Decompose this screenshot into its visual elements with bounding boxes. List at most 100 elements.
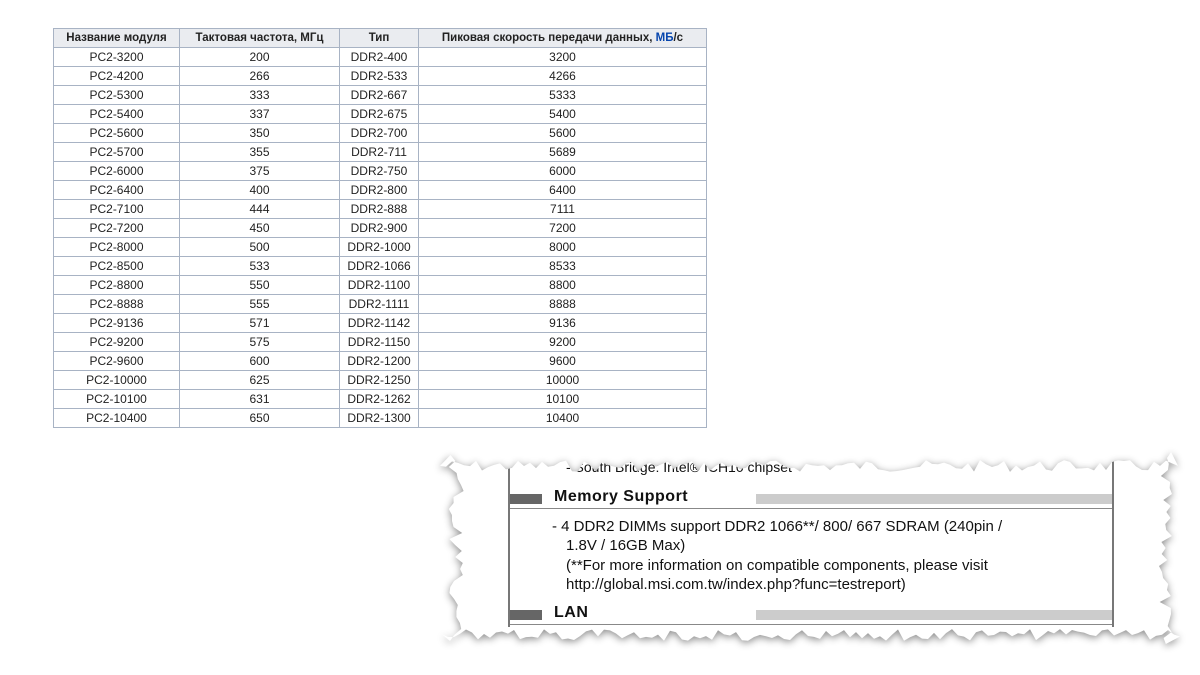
cell-type: DDR2-1150 bbox=[339, 332, 419, 352]
cell-type: DDR2-800 bbox=[339, 180, 419, 200]
section-bar-dark bbox=[510, 494, 542, 504]
cell-peak-rate: 8800 bbox=[418, 275, 707, 295]
south-bridge-text: - South Bridge: Intel® ICH10 chipset bbox=[566, 459, 792, 475]
table-row: PC2-5700 355 DDR2-711 5689 bbox=[53, 142, 707, 162]
table-row: PC2-10400 650 DDR2-1300 10400 bbox=[53, 408, 707, 428]
cell-clock-frequency: 500 bbox=[179, 237, 340, 257]
cell-clock-frequency: 266 bbox=[179, 66, 340, 86]
table-row: PC2-8000 500 DDR2-1000 8000 bbox=[53, 237, 707, 257]
cell-clock-frequency: 650 bbox=[179, 408, 340, 428]
mb-link[interactable]: МБ bbox=[655, 32, 674, 44]
table-row: PC2-9600 600 DDR2-1200 9600 bbox=[53, 351, 707, 371]
table-row: PC2-5400 337 DDR2-675 5400 bbox=[53, 104, 707, 124]
cell-type: DDR2-533 bbox=[339, 66, 419, 86]
cell-clock-frequency: 571 bbox=[179, 313, 340, 333]
cell-type: DDR2-1100 bbox=[339, 275, 419, 295]
cell-peak-rate: 10100 bbox=[418, 389, 707, 409]
table-row: PC2-5600 350 DDR2-700 5600 bbox=[53, 123, 707, 143]
memory-line-1: - 4 DDR2 DIMMs support DDR2 1066**/ 800/… bbox=[552, 518, 1003, 535]
ddr2-modules-table: Название модуля Тактовая частота, МГц Ти… bbox=[53, 28, 707, 428]
cell-peak-rate: 5600 bbox=[418, 123, 707, 143]
cell-peak-rate: 6400 bbox=[418, 180, 707, 200]
cell-module-name: PC2-5700 bbox=[53, 142, 180, 162]
section-bar-light bbox=[756, 610, 1112, 620]
cell-module-name: PC2-5400 bbox=[53, 104, 180, 124]
cell-module-name: PC2-8800 bbox=[53, 275, 180, 295]
cell-clock-frequency: 625 bbox=[179, 370, 340, 390]
cell-type: DDR2-667 bbox=[339, 85, 419, 105]
section-title: LAN bbox=[554, 604, 589, 621]
cell-peak-rate: 4266 bbox=[418, 66, 707, 86]
cell-type: DDR2-711 bbox=[339, 142, 419, 162]
section-bar-light bbox=[756, 494, 1112, 504]
cell-peak-rate: 3200 bbox=[418, 47, 707, 67]
cell-clock-frequency: 355 bbox=[179, 142, 340, 162]
divider bbox=[510, 624, 1112, 625]
cell-module-name: PC2-7100 bbox=[53, 199, 180, 219]
cell-peak-rate: 5400 bbox=[418, 104, 707, 124]
cell-module-name: PC2-5300 bbox=[53, 85, 180, 105]
cell-peak-rate: 7111 bbox=[418, 199, 707, 219]
col-peak-transfer-rate: Пиковая скорость передачи данных, МБ/с bbox=[418, 28, 707, 48]
cell-clock-frequency: 575 bbox=[179, 332, 340, 352]
cell-clock-frequency: 375 bbox=[179, 161, 340, 181]
cell-module-name: PC2-9600 bbox=[53, 351, 180, 371]
col-clock-frequency: Тактовая частота, МГц bbox=[179, 28, 340, 48]
table-row: PC2-3200 200 DDR2-400 3200 bbox=[53, 47, 707, 67]
cell-peak-rate: 8533 bbox=[418, 256, 707, 276]
table-row: PC2-5300 333 DDR2-667 5333 bbox=[53, 85, 707, 105]
divider bbox=[510, 508, 1112, 509]
cell-module-name: PC2-10100 bbox=[53, 389, 180, 409]
cell-peak-rate: 5689 bbox=[418, 142, 707, 162]
table-row: PC2-7100 444 DDR2-888 7111 bbox=[53, 199, 707, 219]
table-row: PC2-8500 533 DDR2-1066 8533 bbox=[53, 256, 707, 276]
table-row: PC2-8888 555 DDR2-1111 8888 bbox=[53, 294, 707, 314]
cell-type: DDR2-1142 bbox=[339, 313, 419, 333]
cell-peak-rate: 6000 bbox=[418, 161, 707, 181]
cell-clock-frequency: 350 bbox=[179, 123, 340, 143]
cell-type: DDR2-675 bbox=[339, 104, 419, 124]
cell-module-name: PC2-8888 bbox=[53, 294, 180, 314]
table-header-row: Название модуля Тактовая частота, МГц Ти… bbox=[53, 28, 707, 48]
memory-line-2: 1.8V / 16GB Max) bbox=[566, 537, 686, 554]
cell-type: DDR2-888 bbox=[339, 199, 419, 219]
table-row: PC2-4200 266 DDR2-533 4266 bbox=[53, 66, 707, 86]
cell-clock-frequency: 200 bbox=[179, 47, 340, 67]
cell-module-name: PC2-9136 bbox=[53, 313, 180, 333]
cell-module-name: PC2-8500 bbox=[53, 256, 180, 276]
cell-peak-rate: 8000 bbox=[418, 237, 707, 257]
table-row: PC2-7200 450 DDR2-900 7200 bbox=[53, 218, 707, 238]
cell-clock-frequency: 444 bbox=[179, 199, 340, 219]
cell-module-name: PC2-10400 bbox=[53, 408, 180, 428]
cell-clock-frequency: 550 bbox=[179, 275, 340, 295]
cell-clock-frequency: 533 bbox=[179, 256, 340, 276]
cell-clock-frequency: 450 bbox=[179, 218, 340, 238]
spec-clipping: - South Bridge: Intel® ICH10 chipset Mem… bbox=[440, 452, 1180, 647]
cell-module-name: PC2-6000 bbox=[53, 161, 180, 181]
cell-module-name: PC2-5600 bbox=[53, 123, 180, 143]
cell-peak-rate: 8888 bbox=[418, 294, 707, 314]
memory-line-4: http://global.msi.com.tw/index.php?func=… bbox=[566, 576, 906, 593]
cell-peak-rate: 9600 bbox=[418, 351, 707, 371]
table-row: PC2-9200 575 DDR2-1150 9200 bbox=[53, 332, 707, 352]
cell-type: DDR2-900 bbox=[339, 218, 419, 238]
cell-type: DDR2-750 bbox=[339, 161, 419, 181]
cell-clock-frequency: 600 bbox=[179, 351, 340, 371]
col-type: Тип bbox=[339, 28, 419, 48]
cell-clock-frequency: 333 bbox=[179, 85, 340, 105]
cell-type: DDR2-1250 bbox=[339, 370, 419, 390]
cell-type: DDR2-1111 bbox=[339, 294, 419, 314]
cell-type: DDR2-1262 bbox=[339, 389, 419, 409]
cell-module-name: PC2-3200 bbox=[53, 47, 180, 67]
table-row: PC2-10100 631 DDR2-1262 10100 bbox=[53, 389, 707, 409]
cell-peak-rate: 5333 bbox=[418, 85, 707, 105]
section-title: Memory Support bbox=[554, 488, 689, 505]
cell-peak-rate: 10400 bbox=[418, 408, 707, 428]
cell-clock-frequency: 400 bbox=[179, 180, 340, 200]
table-row: PC2-6400 400 DDR2-800 6400 bbox=[53, 180, 707, 200]
cell-type: DDR2-1300 bbox=[339, 408, 419, 428]
header-unit-suffix: /с bbox=[673, 32, 684, 44]
cell-module-name: PC2-8000 bbox=[53, 237, 180, 257]
col-module-name: Название модуля bbox=[53, 28, 180, 48]
cell-type: DDR2-700 bbox=[339, 123, 419, 143]
